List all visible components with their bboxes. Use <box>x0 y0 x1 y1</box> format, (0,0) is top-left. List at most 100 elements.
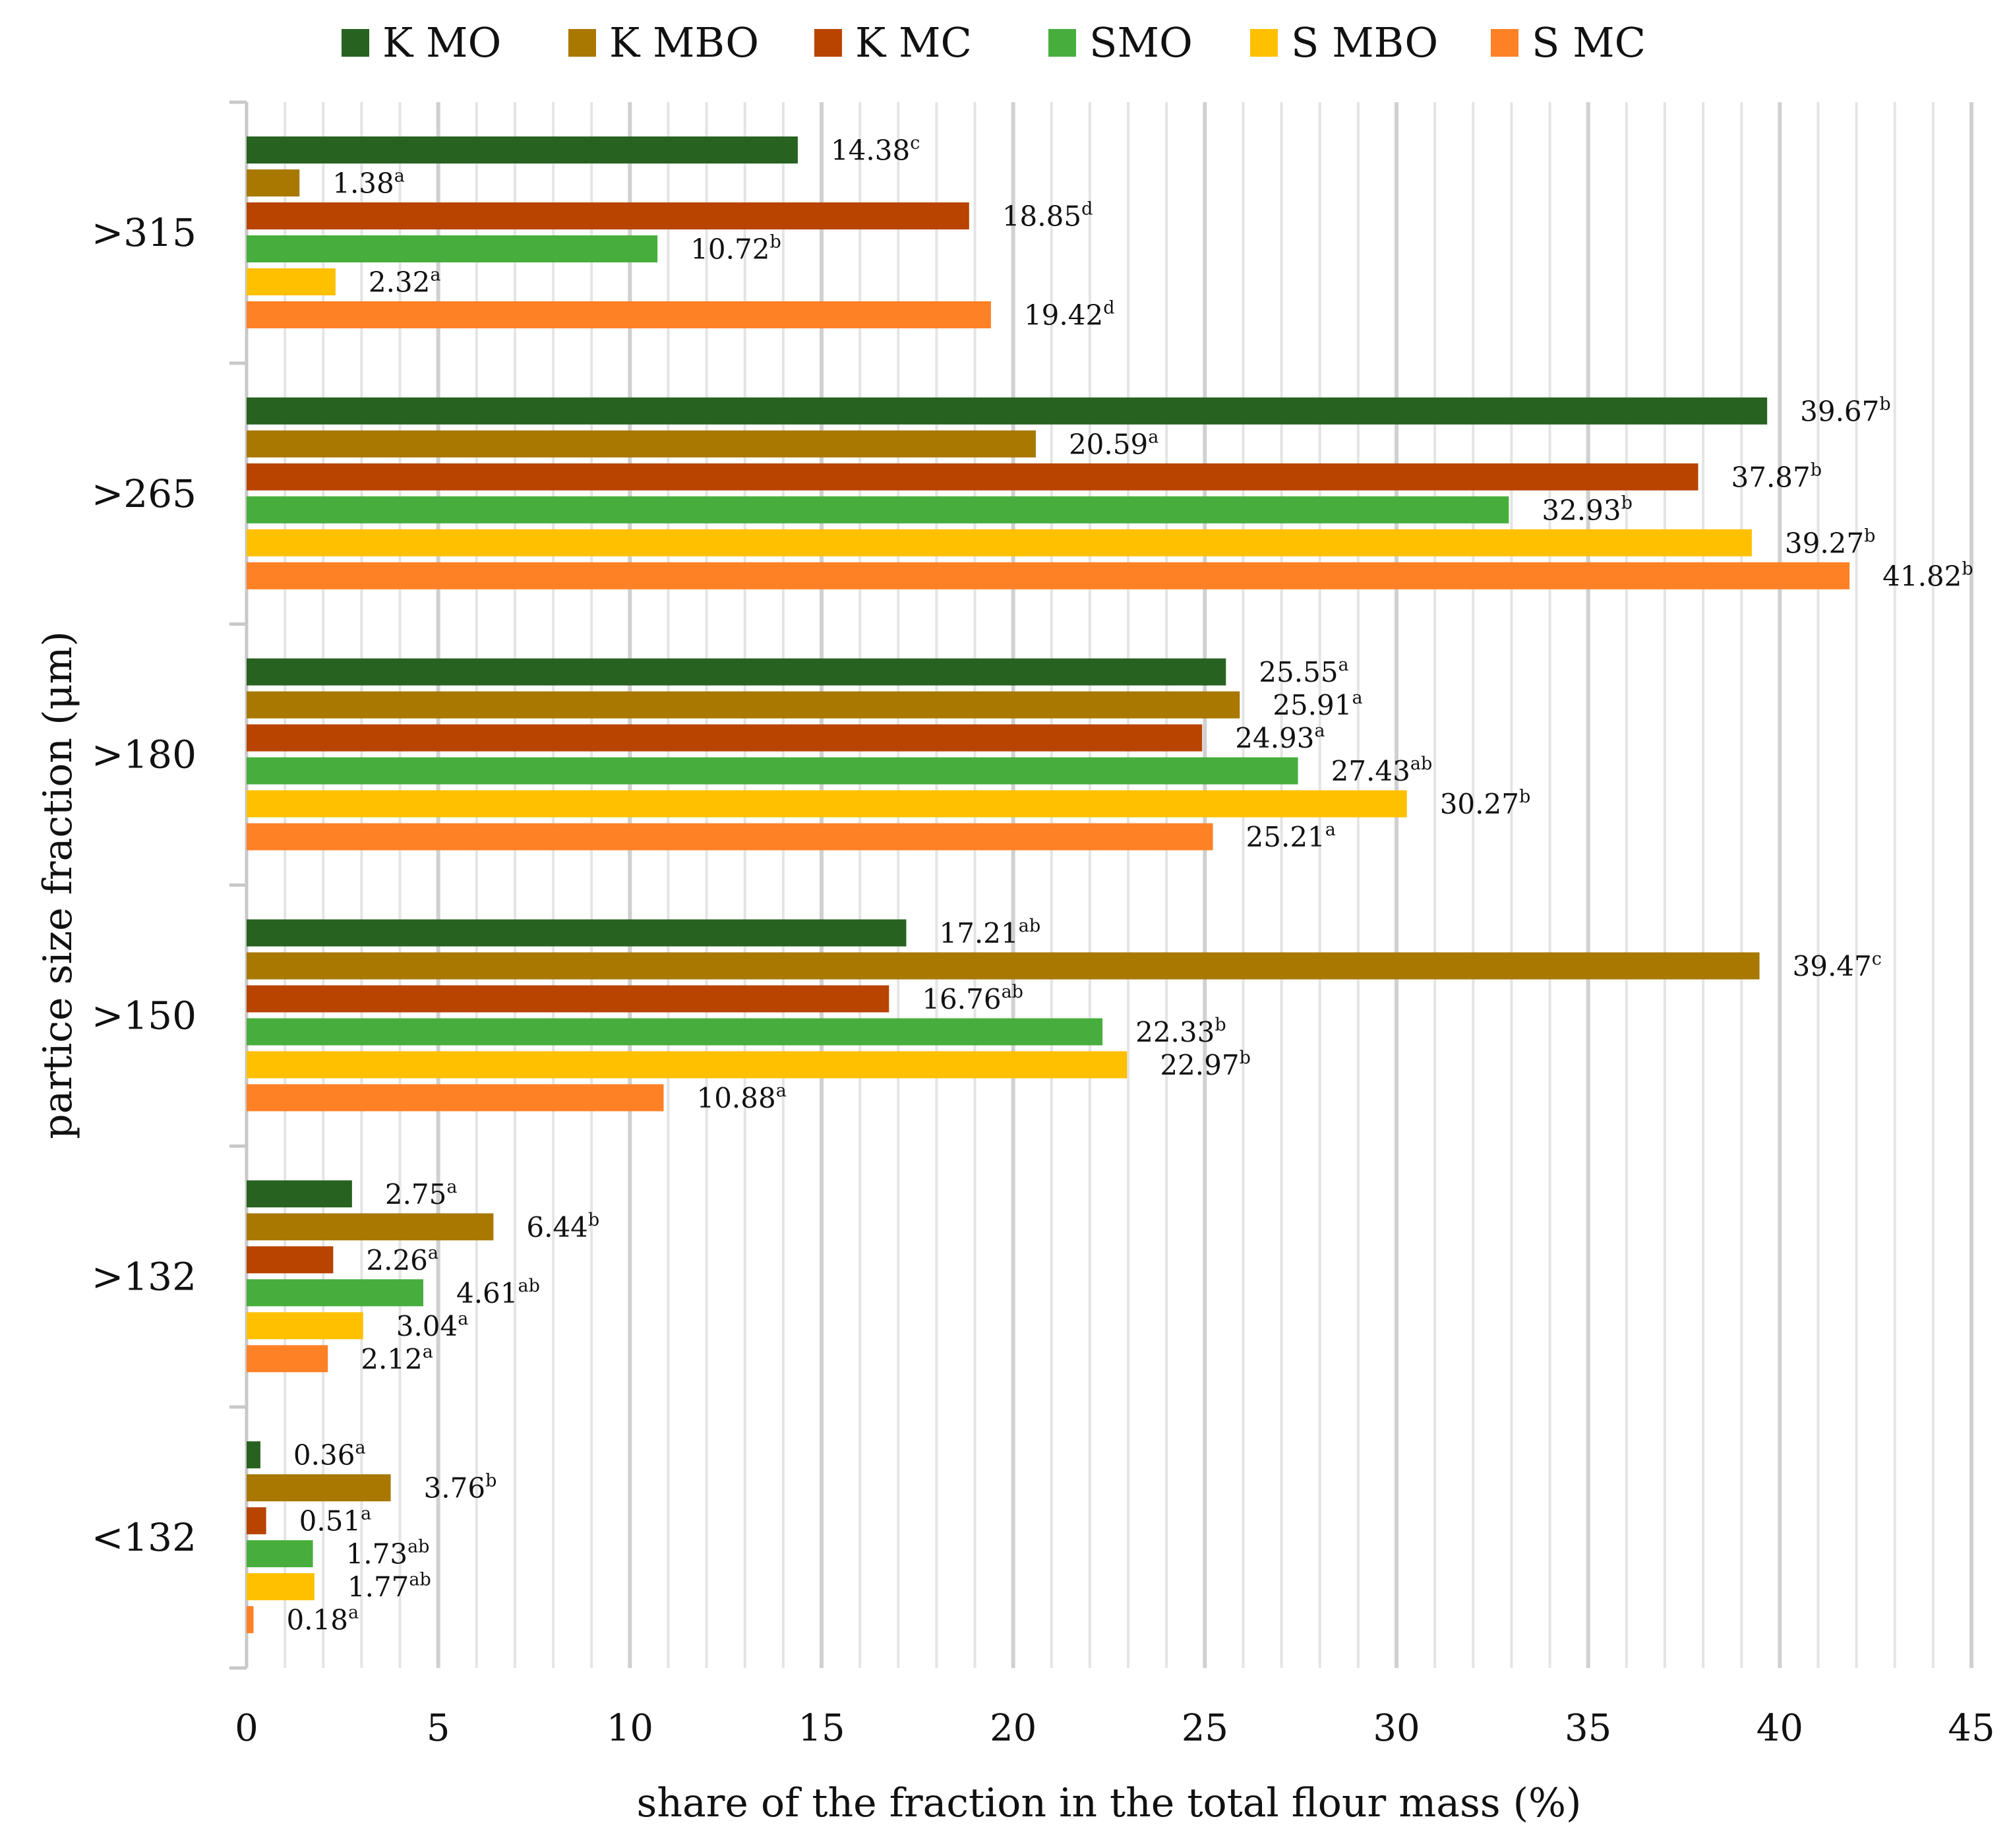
category-label: <132 <box>92 1515 196 1560</box>
bar-value: 10.72 <box>690 233 769 266</box>
bar-value: 4.61 <box>456 1277 518 1309</box>
x-tick-label: 5 <box>427 1707 450 1750</box>
bar-value: 37.87 <box>1731 461 1811 493</box>
bar <box>247 1279 423 1307</box>
bar-value: 10.88 <box>696 1082 775 1114</box>
significance-letter: c <box>1872 949 1882 969</box>
bar <box>247 823 1213 850</box>
bar-value: 32.93 <box>1542 494 1621 526</box>
bar <box>247 658 1226 686</box>
x-tick-label: 25 <box>1182 1707 1228 1750</box>
legend-swatch <box>814 29 842 57</box>
significance-letter: ab <box>409 1570 431 1590</box>
bar <box>247 1213 494 1241</box>
significance-letter: ab <box>1019 916 1040 936</box>
bar <box>247 985 889 1013</box>
x-tick-labels: 0 5 10 15 20 25 30 35 40 45 <box>235 1707 1995 1750</box>
bar-value: 22.97 <box>1160 1049 1239 1081</box>
bar-value: 18.85 <box>1002 200 1081 233</box>
bar <box>247 202 969 229</box>
bar-value-label: 1.73ab <box>346 1537 430 1570</box>
category-labels: >315 >265 >180 >150 >132 <132 <box>92 210 196 1560</box>
category-label: >180 <box>92 732 196 777</box>
significance-letter: a <box>394 166 405 187</box>
significance-letter: ab <box>1002 982 1023 1002</box>
bar-value: 0.51 <box>299 1505 361 1537</box>
x-tick-label: 40 <box>1757 1707 1803 1750</box>
bar-value: 39.27 <box>1785 527 1864 559</box>
bar <box>247 1573 315 1601</box>
legend-label: SMO <box>1089 18 1193 67</box>
significance-letter: b <box>1621 492 1633 513</box>
legend-swatch <box>1048 29 1076 57</box>
bar-value-label: 25.21a <box>1246 820 1336 853</box>
bar <box>247 268 336 295</box>
bar <box>247 1180 352 1208</box>
bar-value: 25.55 <box>1259 656 1338 688</box>
bar-value-label: 39.47c <box>1793 949 1882 982</box>
significance-letter: a <box>1315 721 1325 741</box>
significance-letter: a <box>446 1177 457 1197</box>
significance-letter: d <box>1103 298 1114 318</box>
category-tick-marks <box>229 100 247 1670</box>
significance-letter: a <box>355 1438 365 1458</box>
bar-value-label: 10.88a <box>696 1081 786 1114</box>
bar-value-label: 1.77ab <box>347 1570 431 1603</box>
bar-value-label: 32.93b <box>1542 492 1633 526</box>
bar-value-label: 16.76ab <box>922 982 1023 1015</box>
bar-value-label: 22.97b <box>1160 1048 1251 1081</box>
bar-value-label: 10.72b <box>690 232 781 266</box>
bar-value: 3.04 <box>396 1310 458 1342</box>
significance-letter: a <box>423 1342 433 1362</box>
bar-value-label: 24.93a <box>1235 721 1325 754</box>
bar-value-label: 3.04a <box>396 1309 469 1342</box>
bar <box>247 1084 664 1112</box>
bar-value: 14.38 <box>831 134 910 167</box>
x-tick-label: 15 <box>798 1707 845 1750</box>
bar-value-label: 37.87b <box>1731 460 1822 493</box>
bar-value: 2.75 <box>385 1178 447 1210</box>
bar-value-label: 25.55a <box>1259 655 1348 688</box>
category-label: >265 <box>92 471 196 516</box>
bar-value-label: 2.75a <box>385 1177 458 1210</box>
bar-value-label: 1.38a <box>332 166 405 200</box>
significance-letter: a <box>1338 655 1349 675</box>
significance-letter: b <box>1519 787 1530 807</box>
bar-value-label: 0.18a <box>286 1603 359 1636</box>
bar-value: 19.42 <box>1024 299 1103 332</box>
bar-value-label: 19.42d <box>1024 298 1115 332</box>
bar-value: 17.21 <box>939 917 1018 949</box>
legend-swatch <box>1250 29 1278 57</box>
bar-value: 39.47 <box>1793 950 1872 982</box>
category-label: >315 <box>92 210 196 255</box>
bar <box>247 235 658 262</box>
significance-letter: a <box>1325 820 1336 840</box>
x-tick-label: 30 <box>1373 1707 1420 1750</box>
bar <box>247 691 1240 719</box>
gridlines <box>284 102 1973 1668</box>
significance-letter: b <box>588 1210 599 1230</box>
bar-value: 24.93 <box>1235 722 1314 754</box>
bar <box>247 919 907 947</box>
bar-value: 39.67 <box>1800 395 1879 427</box>
bar <box>247 136 798 164</box>
bar-value: 6.44 <box>526 1211 588 1243</box>
bar-value-label: 39.27b <box>1785 525 1876 559</box>
bar <box>247 1246 334 1274</box>
bar-value-label: 20.59a <box>1069 427 1158 460</box>
bar <box>247 430 1036 458</box>
bar-value: 0.36 <box>293 1439 355 1472</box>
legend-label: K MC <box>855 18 972 67</box>
significance-letter: a <box>1352 688 1362 708</box>
bar <box>247 1051 1127 1079</box>
bar-value-label: 3.76b <box>424 1471 497 1505</box>
bar-value: 25.21 <box>1246 821 1325 853</box>
bar-value: 27.43 <box>1331 755 1410 787</box>
bar <box>247 1540 313 1568</box>
bar-value: 16.76 <box>922 983 1001 1015</box>
significance-letter: b <box>1811 460 1822 480</box>
bar <box>247 757 1298 785</box>
legend-swatch <box>342 29 369 57</box>
legend-label: K MO <box>382 18 501 67</box>
bar-value-label: 2.12a <box>361 1342 433 1375</box>
